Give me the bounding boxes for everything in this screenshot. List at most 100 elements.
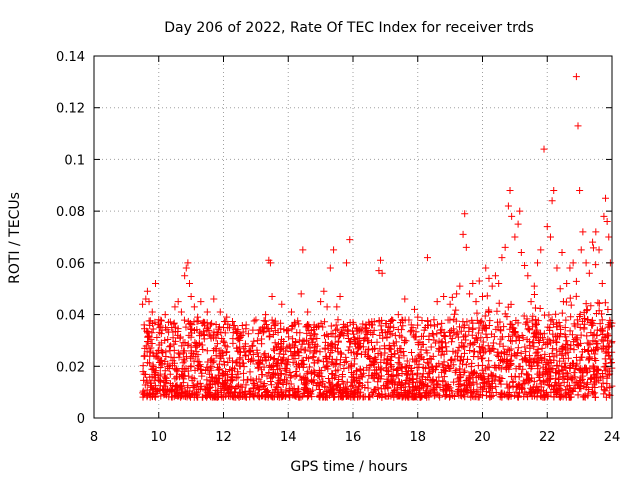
- data-point-dense: [171, 388, 179, 396]
- data-point-dense: [417, 393, 425, 401]
- data-point-dense: [562, 316, 570, 324]
- data-point: [482, 264, 490, 272]
- data-point-dense: [307, 326, 315, 334]
- data-point-dense: [252, 375, 260, 383]
- data-point: [203, 308, 211, 316]
- data-point-dense: [475, 393, 483, 401]
- data-point-dense: [595, 299, 603, 307]
- data-point-dense: [533, 362, 541, 370]
- data-point: [498, 254, 506, 262]
- data-point-dense: [142, 342, 150, 350]
- data-point-dense: [236, 355, 244, 363]
- data-point-dense: [350, 330, 358, 338]
- data-point-dense: [496, 340, 504, 348]
- data-point-dense: [290, 320, 298, 328]
- data-point-dense: [506, 362, 514, 370]
- data-point-dense: [314, 381, 322, 389]
- data-point-dense: [572, 334, 580, 342]
- data-point-dense: [474, 388, 482, 396]
- data-point-dense: [547, 372, 555, 380]
- data-point-dense: [541, 391, 549, 399]
- data-point-dense: [305, 340, 313, 348]
- data-point-dense: [385, 371, 393, 379]
- data-point-dense: [485, 381, 493, 389]
- data-point-dense: [584, 347, 592, 355]
- data-point-dense: [242, 325, 250, 333]
- data-point-dense: [552, 310, 560, 318]
- data-point-dense: [403, 357, 411, 365]
- data-point-dense: [167, 342, 175, 350]
- data-point-dense: [221, 371, 229, 379]
- data-point-dense: [316, 348, 324, 356]
- data-point-dense: [353, 367, 361, 375]
- data-point-dense: [546, 337, 554, 345]
- data-point-dense: [331, 360, 339, 368]
- data-point-dense: [347, 382, 355, 390]
- data-point-dense: [333, 325, 341, 333]
- data-point-dense: [196, 361, 204, 369]
- data-point-dense: [402, 337, 410, 345]
- data-point-dense: [567, 313, 575, 321]
- y-tick-label: 0.04: [56, 309, 85, 324]
- data-point-dense: [544, 335, 552, 343]
- data-point-dense: [448, 355, 456, 363]
- data-point-dense: [479, 345, 487, 353]
- data-point-dense: [424, 317, 432, 325]
- data-point-dense: [350, 334, 358, 342]
- data-point-dense: [483, 292, 491, 300]
- data-point-dense: [493, 307, 501, 315]
- data-point-dense: [347, 361, 355, 369]
- data-point: [600, 212, 608, 220]
- data-point-dense: [234, 359, 242, 367]
- data-point-dense: [526, 344, 534, 352]
- data-point-dense: [219, 382, 227, 390]
- data-point-dense: [534, 345, 542, 353]
- data-point-dense: [382, 320, 390, 328]
- data-point-dense: [258, 392, 266, 400]
- data-point-dense: [471, 348, 479, 356]
- data-point-dense: [194, 317, 202, 325]
- data-point-dense: [443, 385, 451, 393]
- data-point-dense: [157, 316, 165, 324]
- data-point-dense: [192, 347, 200, 355]
- data-point: [527, 298, 535, 306]
- data-point-dense: [146, 321, 154, 329]
- data-point-dense: [439, 377, 447, 385]
- data-point-dense: [226, 366, 234, 374]
- data-point-dense: [143, 393, 151, 401]
- data-point-dense: [389, 365, 397, 373]
- data-point-dense: [212, 352, 220, 360]
- data-point-dense: [190, 326, 198, 334]
- data-point-dense: [598, 383, 606, 391]
- data-point-dense: [353, 340, 361, 348]
- data-point-dense: [600, 390, 608, 398]
- data-point-dense: [310, 330, 318, 338]
- data-point-dense: [266, 332, 274, 340]
- data-point-dense: [372, 355, 380, 363]
- data-point-dense: [366, 355, 374, 363]
- data-point-dense: [533, 348, 541, 356]
- data-point-dense: [500, 323, 508, 331]
- data-point-dense: [575, 365, 583, 373]
- data-point-dense: [285, 333, 293, 341]
- data-point-dense: [573, 381, 581, 389]
- data-point-dense: [406, 328, 414, 336]
- data-point-dense: [238, 331, 246, 339]
- data-point-dense: [598, 316, 606, 324]
- data-point-dense: [372, 369, 380, 377]
- data-point-dense: [606, 319, 614, 327]
- data-point-dense: [457, 356, 465, 364]
- data-point-dense: [478, 355, 486, 363]
- data-point: [287, 308, 295, 316]
- data-point-dense: [594, 367, 602, 375]
- data-point-dense: [295, 352, 303, 360]
- data-point-dense: [337, 349, 345, 357]
- data-point-dense: [240, 363, 248, 371]
- data-point-dense: [569, 374, 577, 382]
- data-point-dense: [346, 338, 354, 346]
- data-point-dense: [234, 326, 242, 334]
- data-point: [466, 290, 474, 298]
- data-point-dense: [318, 373, 326, 381]
- data-point-dense: [166, 370, 174, 378]
- data-point-dense: [385, 323, 393, 331]
